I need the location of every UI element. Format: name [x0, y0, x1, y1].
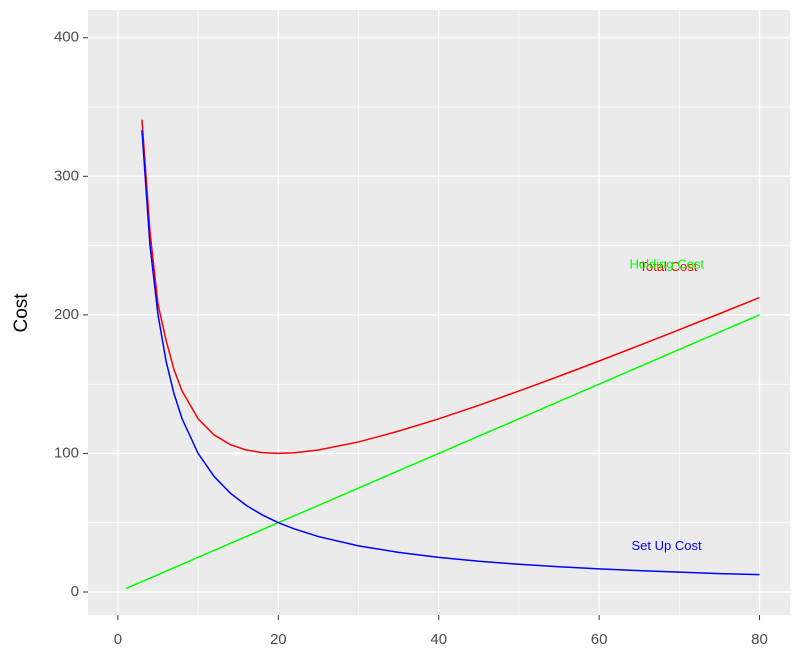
- series-line: [141, 119, 760, 455]
- x-tick-label: 40: [430, 631, 447, 648]
- x-tick-label: 20: [270, 631, 287, 648]
- series-label: Set Up Cost: [632, 538, 702, 553]
- x-tick-label: 0: [114, 631, 122, 648]
- y-tick-label: 400: [54, 29, 79, 46]
- y-axis-label: Cost: [11, 293, 32, 333]
- series-line: [141, 130, 760, 576]
- x-tick-label: 60: [591, 631, 608, 648]
- series-label: Holding Cost: [630, 256, 705, 271]
- x-tick-label: 80: [751, 631, 768, 648]
- y-tick-label: 200: [54, 306, 79, 323]
- y-tick-label: 100: [54, 444, 79, 461]
- series-label: Total Cost: [640, 259, 698, 274]
- y-tick-label: 0: [71, 583, 79, 600]
- y-tick-label: 300: [54, 167, 79, 184]
